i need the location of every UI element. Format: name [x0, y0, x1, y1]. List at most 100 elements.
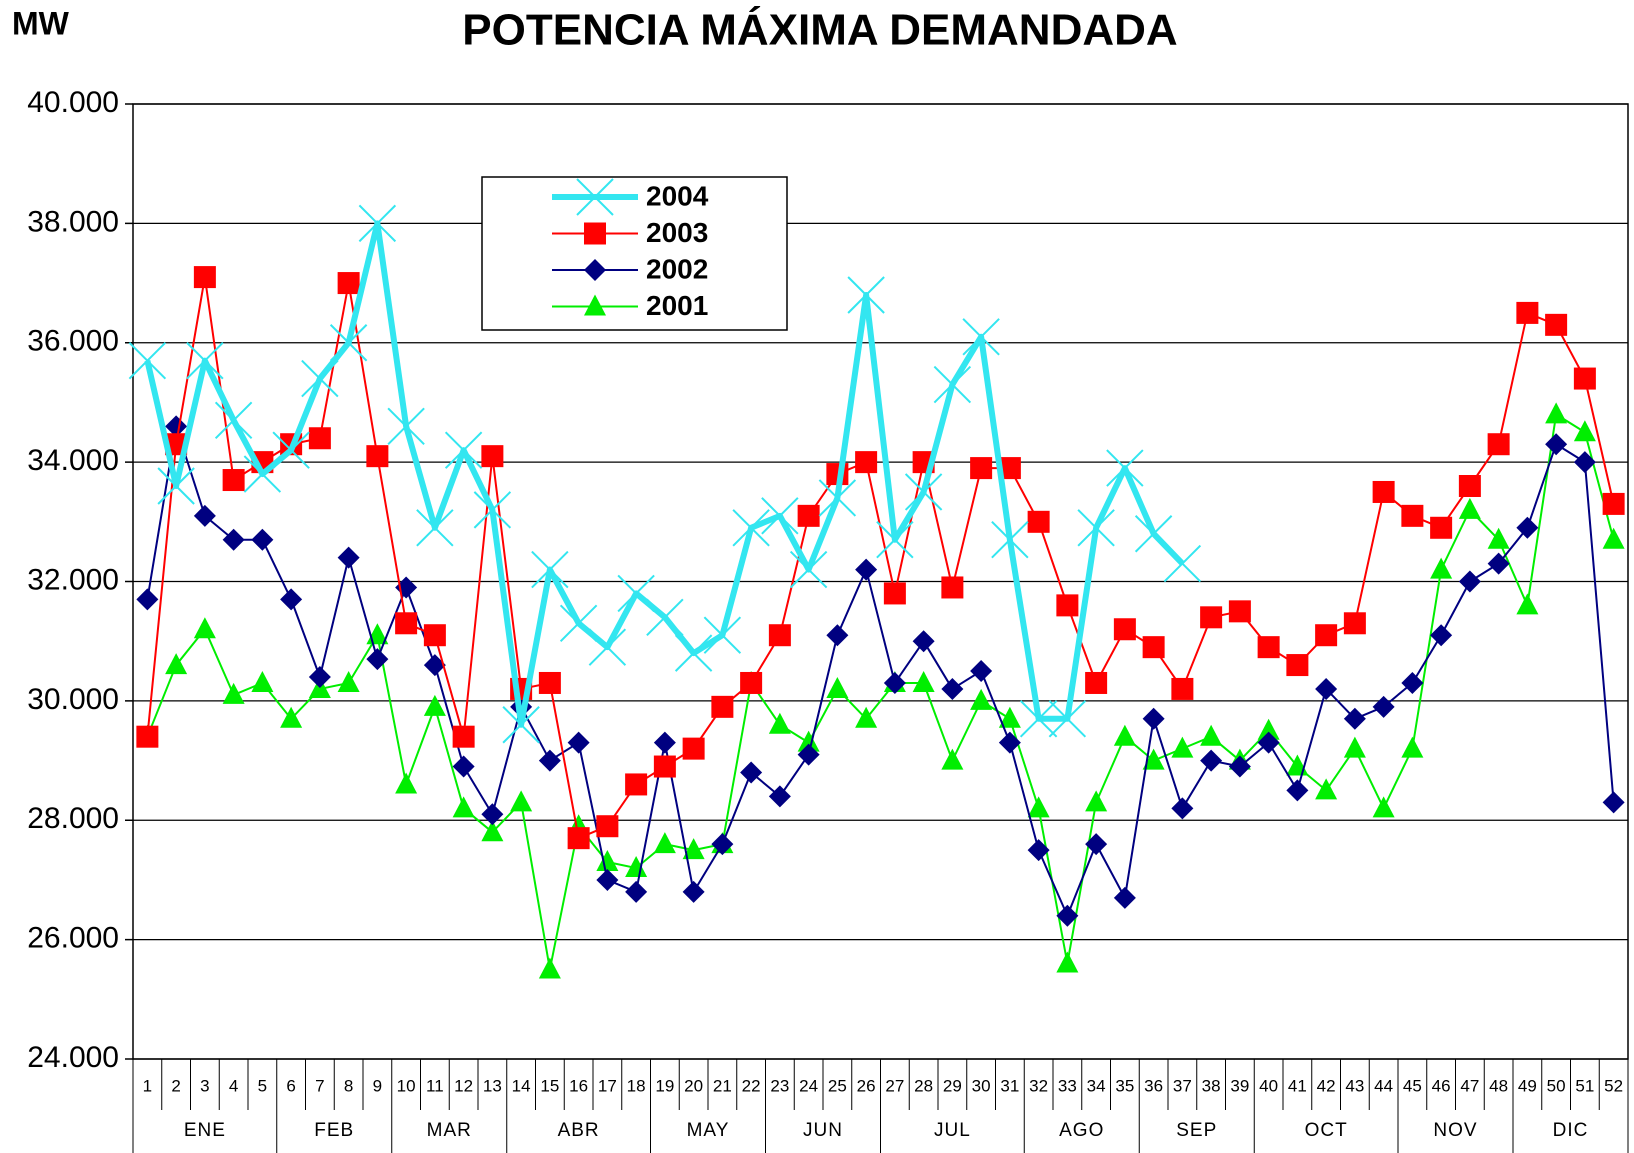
marker: [596, 815, 619, 838]
marker-x: [301, 359, 339, 398]
marker: [674, 634, 713, 672]
marker: [1171, 677, 1194, 700]
legend-label: 2003: [646, 217, 708, 248]
y-tick-label: 26.000: [27, 922, 119, 955]
marker-x: [1019, 700, 1058, 738]
marker: [1573, 420, 1596, 442]
marker-x: [157, 467, 195, 505]
marker: [251, 670, 274, 692]
x-tick-label: 35: [1115, 1076, 1134, 1095]
marker-x: [214, 401, 253, 440]
marker: [1545, 433, 1568, 456]
x-tick-label: 23: [770, 1076, 789, 1095]
marker-x: [991, 521, 1029, 559]
marker: [883, 582, 906, 605]
marker: [1142, 748, 1165, 770]
x-tick-label: 8: [344, 1076, 353, 1095]
y-axis-label: MW: [12, 5, 70, 41]
month-label: AGO: [1059, 1120, 1104, 1141]
month-label: ABR: [558, 1120, 600, 1141]
x-tick-label: 11: [426, 1076, 444, 1095]
marker-x: [531, 550, 569, 589]
marker: [998, 731, 1021, 754]
marker: [222, 528, 245, 551]
marker: [1458, 570, 1481, 593]
x-tick-label: 33: [1058, 1076, 1077, 1095]
legend-label: 2004: [646, 180, 709, 211]
marker: [1573, 367, 1596, 390]
marker: [337, 272, 360, 295]
marker: [1372, 695, 1395, 718]
x-tick-label: 40: [1259, 1076, 1278, 1095]
marker: [1430, 557, 1453, 579]
marker-x: [559, 604, 598, 642]
marker: [1048, 700, 1087, 738]
x-tick-label: 29: [943, 1076, 962, 1095]
marker: [193, 617, 216, 639]
marker-x: [416, 509, 454, 547]
marker: [653, 731, 676, 754]
marker-x: [1163, 544, 1202, 583]
marker: [1085, 671, 1108, 694]
marker: [584, 294, 606, 316]
marker: [1200, 724, 1223, 746]
marker: [1286, 654, 1309, 677]
marker: [1171, 736, 1194, 758]
marker: [567, 827, 590, 850]
month-label: MAR: [427, 1120, 472, 1141]
marker: [576, 178, 614, 216]
marker: [387, 407, 425, 446]
marker-x: [358, 204, 397, 243]
x-tick-label: 9: [373, 1076, 382, 1095]
marker: [826, 676, 849, 698]
marker: [1315, 624, 1338, 647]
marker-x: [1048, 700, 1087, 738]
marker: [1315, 677, 1338, 700]
marker: [538, 671, 561, 694]
marker: [1027, 839, 1050, 862]
marker-x: [588, 628, 627, 666]
marker-x: [1077, 509, 1115, 547]
marker: [1516, 301, 1539, 324]
marker: [855, 706, 878, 728]
month-label: JUL: [934, 1120, 971, 1141]
marker: [222, 682, 245, 704]
marker: [214, 401, 253, 440]
marker: [395, 772, 418, 794]
marker: [308, 427, 331, 450]
legend-box: [481, 176, 788, 331]
marker: [1430, 516, 1453, 539]
marker-x: [444, 431, 483, 469]
marker: [625, 856, 648, 877]
marker: [1343, 707, 1366, 730]
marker: [1113, 886, 1136, 909]
y-tick-label: 40.000: [27, 86, 119, 119]
x-tick-label: 24: [799, 1076, 818, 1095]
marker: [596, 850, 619, 872]
marker: [617, 574, 655, 613]
marker-x: [789, 550, 828, 589]
month-label: ENE: [184, 1120, 226, 1141]
marker: [473, 491, 512, 529]
marker: [1516, 516, 1539, 539]
x-tick-label: 47: [1460, 1076, 1479, 1095]
marker-x: [243, 455, 282, 493]
marker: [653, 755, 676, 778]
marker: [1027, 510, 1050, 533]
marker: [1487, 433, 1510, 456]
marker: [165, 653, 188, 675]
month-label: SEP: [1176, 1120, 1217, 1141]
marker: [337, 546, 360, 569]
marker-x: [128, 341, 167, 380]
marker: [1545, 402, 1568, 424]
marker: [1573, 451, 1596, 474]
x-tick-label: 48: [1489, 1076, 1508, 1095]
marker-x: [576, 178, 614, 216]
x-tick-label: 17: [598, 1076, 617, 1095]
marker: [761, 497, 799, 535]
y-tick-label: 36.000: [27, 325, 119, 358]
marker: [531, 550, 569, 589]
x-tick-label: 46: [1432, 1076, 1451, 1095]
y-tick-label: 32.000: [27, 563, 119, 596]
